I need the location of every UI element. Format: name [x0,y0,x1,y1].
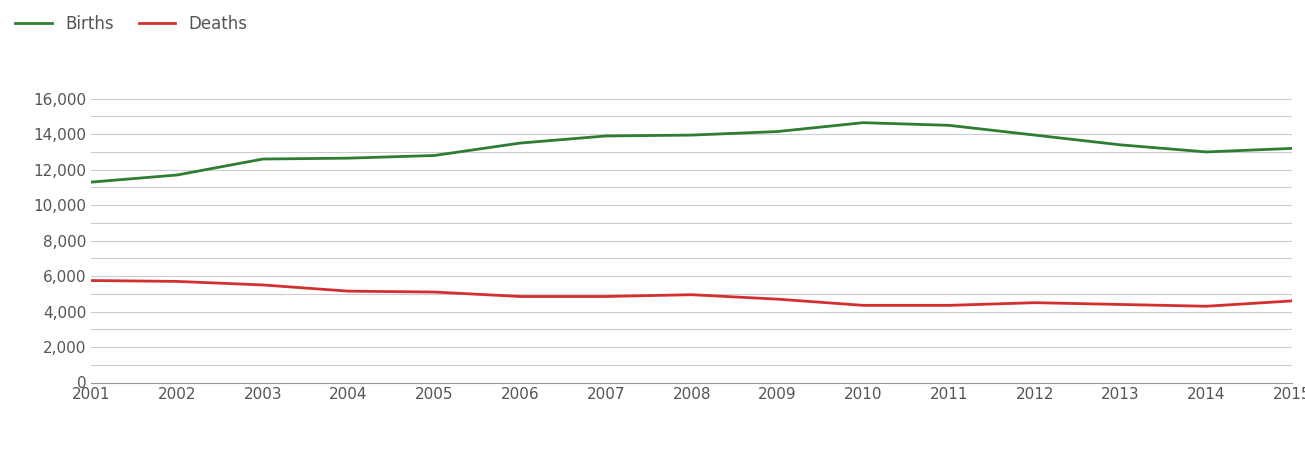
Births [1113,142,1129,148]
Births [1027,132,1043,138]
Births [855,120,870,126]
Births [941,123,957,128]
Deaths [1027,300,1043,306]
Births [427,153,442,158]
Deaths [684,292,699,297]
Deaths [1113,302,1129,307]
Deaths [941,303,957,308]
Deaths [598,294,613,299]
Deaths [513,294,529,299]
Deaths [341,288,356,294]
Deaths [1284,298,1300,304]
Births [254,156,270,162]
Births [684,132,699,138]
Births [598,133,613,139]
Births [770,129,786,134]
Births [513,140,529,146]
Births [341,155,356,161]
Births [1198,149,1214,155]
Line: Births: Births [91,123,1292,182]
Deaths [1198,304,1214,309]
Deaths [855,303,870,308]
Deaths [770,297,786,302]
Deaths [254,282,270,288]
Births [84,180,99,185]
Deaths [170,279,185,284]
Line: Deaths: Deaths [91,280,1292,306]
Deaths [84,278,99,283]
Legend: Births, Deaths: Births, Deaths [8,9,254,40]
Births [1284,146,1300,151]
Deaths [427,289,442,295]
Births [170,172,185,178]
